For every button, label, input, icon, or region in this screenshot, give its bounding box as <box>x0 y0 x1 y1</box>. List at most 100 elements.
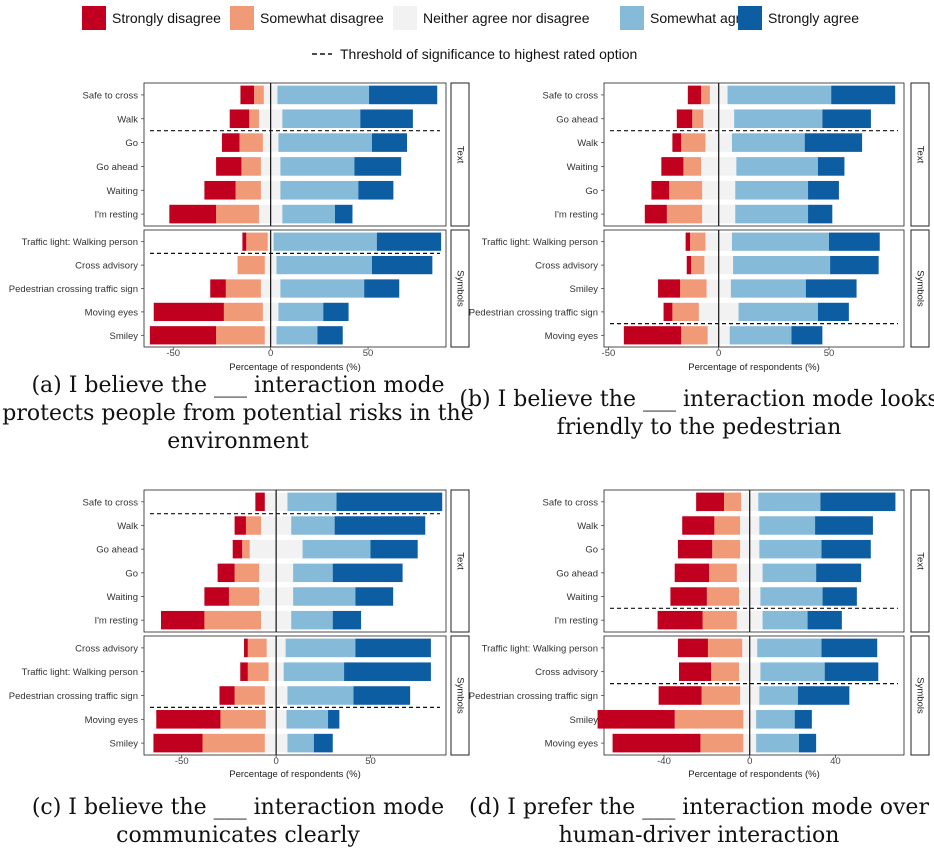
bar-strongly-disagree <box>677 539 713 559</box>
bar-strongly-agree <box>370 539 418 559</box>
bar-strongly-disagree <box>232 539 243 559</box>
subfigure-caption: (a) I believe the ___ interaction mode <box>31 373 444 398</box>
bar-somewhat-disagree <box>691 255 705 275</box>
x-axis-title: Percentage of respondents (%) <box>229 769 361 780</box>
facet-label: Symbols <box>914 677 925 714</box>
bar-somewhat-disagree <box>690 232 706 251</box>
bar-strongly-agree <box>797 686 850 705</box>
bar-somewhat-disagree <box>249 109 259 129</box>
category-label: Traffic light: Walking person <box>22 237 138 248</box>
bar-somewhat-agree <box>283 662 345 681</box>
bar-strongly-agree <box>364 279 400 298</box>
category-label: Waiting <box>567 162 598 173</box>
x-tick-label: -50 <box>602 348 616 359</box>
category-label: Safe to cross <box>83 90 139 101</box>
category-label: Safe to cross <box>83 497 139 508</box>
bar-strongly-disagree <box>244 638 248 658</box>
facet-label: Text <box>914 146 925 164</box>
bar-somewhat-agree <box>293 587 356 606</box>
chart-panels: Safe to cross Walk Go Go ahead Waiting I'm re… <box>2 82 934 848</box>
bar-strongly-agree <box>817 302 849 322</box>
bar-strongly-agree <box>829 232 880 251</box>
category-label: Waiting <box>107 186 138 197</box>
bar-somewhat-disagree <box>216 326 265 345</box>
bar-somewhat-agree <box>286 710 329 729</box>
bar-strongly-disagree <box>240 85 255 105</box>
facet-strip <box>450 489 470 633</box>
bar-strongly-agree <box>358 180 394 200</box>
legend-label: Strongly agree <box>768 10 859 26</box>
bar-strongly-agree <box>799 733 817 753</box>
bar-somewhat-agree <box>762 610 808 630</box>
category-label: Walk <box>577 138 598 149</box>
bar-somewhat-disagree <box>669 180 703 200</box>
bar-strongly-agree <box>821 638 878 658</box>
chart-panel: Safe to cross Walk Go Go ahead Waiting I'm re… <box>469 489 930 848</box>
bar-somewhat-disagree <box>706 587 739 606</box>
bar-somewhat-agree <box>734 109 823 129</box>
bar-somewhat-disagree <box>714 516 741 535</box>
bar-somewhat-agree <box>278 302 324 322</box>
bar-somewhat-agree <box>280 279 365 298</box>
bar-strongly-disagree <box>663 302 673 322</box>
category-label: Walk <box>117 114 138 125</box>
x-tick-label: 0 <box>268 348 273 359</box>
bar-strongly-agree <box>807 610 842 630</box>
x-tick-label: 50 <box>365 756 376 767</box>
category-label: Waiting <box>567 592 598 603</box>
bar-somewhat-agree <box>735 180 809 200</box>
bar-strongly-disagree <box>676 109 693 129</box>
bar-somewhat-agree <box>759 516 816 535</box>
bar-strongly-agree <box>354 157 402 176</box>
bar-strongly-agree <box>332 563 403 583</box>
bar-strongly-agree <box>371 133 408 152</box>
bar-somewhat-disagree <box>707 638 743 658</box>
x-tick-label: 0 <box>273 756 278 767</box>
bar-strongly-agree <box>794 710 812 729</box>
facet-frame <box>603 489 905 633</box>
bar-somewhat-disagree <box>223 302 263 322</box>
bar-strongly-disagree <box>657 610 703 630</box>
legend: Strongly disagree Somewhat disagree Neithe… <box>82 6 859 62</box>
bar-somewhat-agree <box>278 133 372 152</box>
facet-frame <box>143 82 447 227</box>
bar-somewhat-agree <box>733 255 831 275</box>
bar-strongly-disagree <box>686 255 692 275</box>
bar-strongly-disagree <box>242 232 247 251</box>
subfigure-caption: friendly to the pedestrian <box>557 415 842 440</box>
bar-somewhat-agree <box>731 133 805 152</box>
bar-strongly-agree <box>808 180 839 200</box>
bar-somewhat-agree <box>276 326 318 345</box>
bar-somewhat-agree <box>730 279 806 298</box>
legend-label: Somewhat disagree <box>260 10 384 26</box>
bar-strongly-agree <box>817 157 845 176</box>
bar-strongly-disagree <box>240 662 248 681</box>
facet-strip <box>450 82 470 227</box>
category-label: Go <box>125 568 138 579</box>
category-label: Traffic light: Walking person <box>22 667 138 678</box>
bar-somewhat-disagree <box>241 157 261 176</box>
category-label: Go ahead <box>96 162 138 173</box>
bar-somewhat-agree <box>760 587 823 606</box>
bar-strongly-disagree <box>229 109 250 129</box>
bar-strongly-agree <box>791 326 823 345</box>
bar-somewhat-agree <box>273 232 377 251</box>
bar-strongly-agree <box>332 610 362 630</box>
category-label: Pedestrian crossing traffic sign <box>9 691 138 702</box>
x-tick-label: -50 <box>166 348 180 359</box>
bar-strongly-agree <box>831 85 896 105</box>
facet-strip <box>450 635 470 756</box>
bar-somewhat-disagree <box>674 710 744 729</box>
bar-strongly-disagree <box>219 686 235 705</box>
category-label: Traffic light: Walking person <box>482 237 598 248</box>
category-label: I'm resting <box>554 210 598 221</box>
bar-strongly-disagree <box>169 204 217 224</box>
x-tick-label: 40 <box>830 756 841 767</box>
category-label: Moving eyes <box>545 739 599 750</box>
legend-threshold-label: Threshold of significance to highest rat… <box>340 46 637 62</box>
category-label: Moving eyes <box>85 307 139 318</box>
bar-somewhat-disagree <box>666 204 703 224</box>
bar-somewhat-agree <box>287 733 314 753</box>
bar-strongly-disagree <box>682 516 715 535</box>
category-label: Pedestrian crossing traffic sign <box>9 284 138 295</box>
